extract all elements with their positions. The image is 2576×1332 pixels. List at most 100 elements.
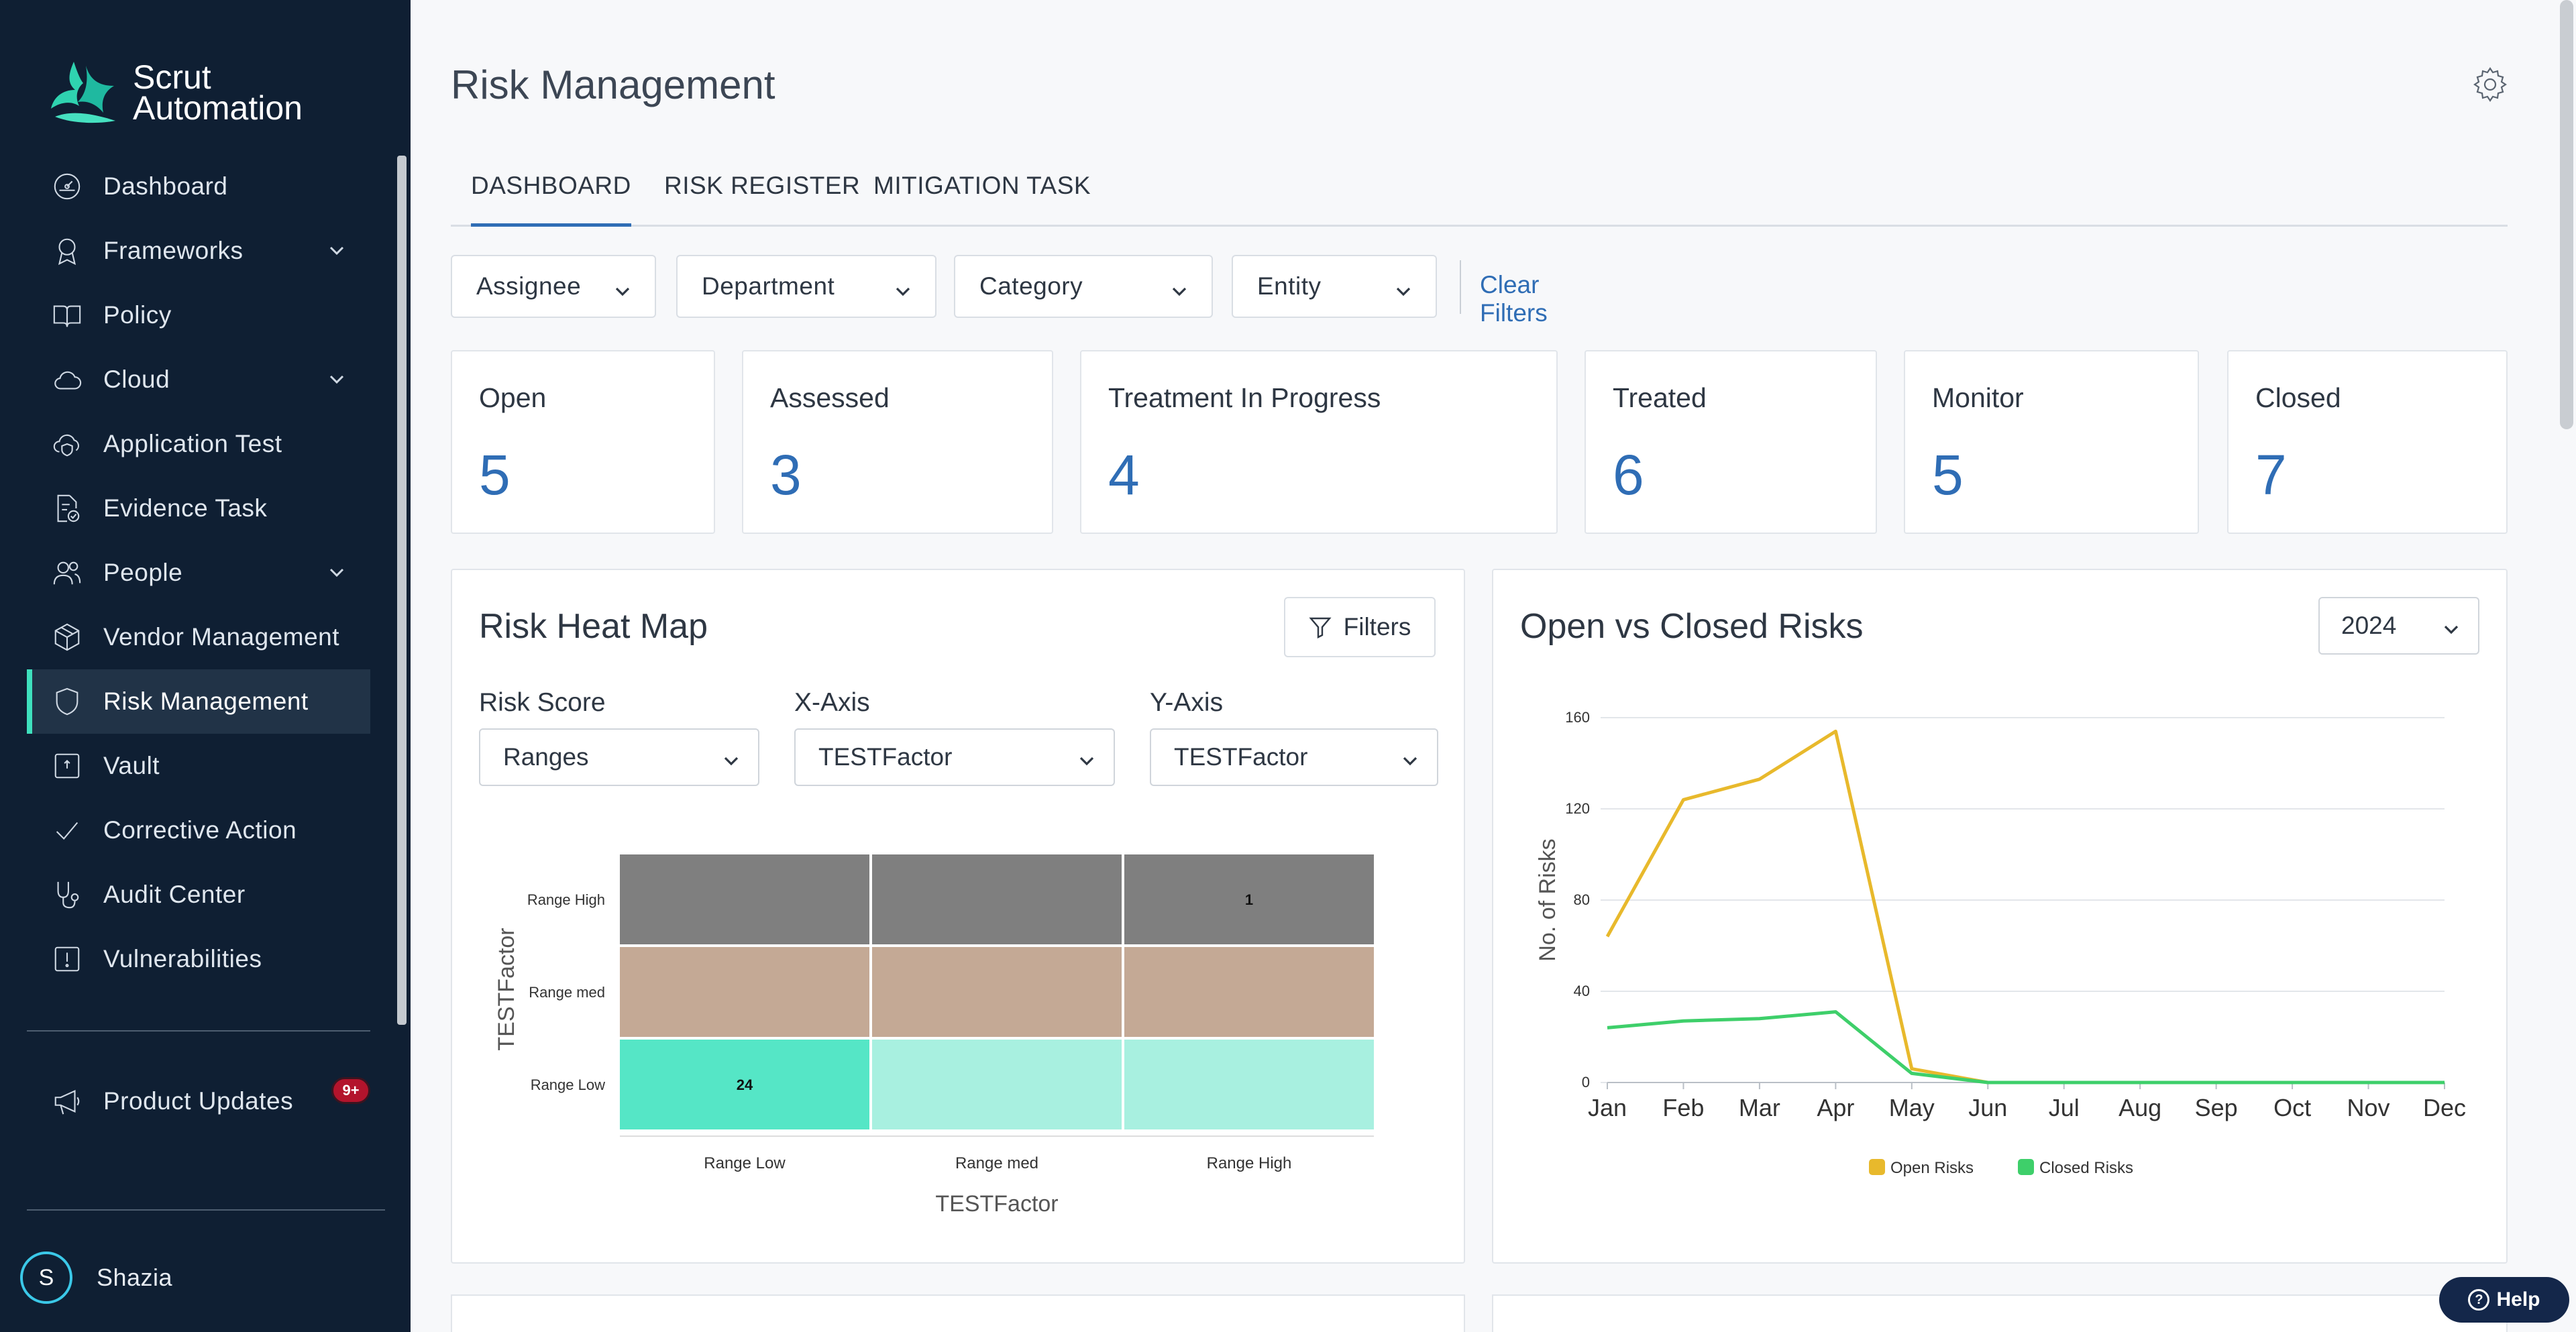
help-button[interactable]: ? Help <box>2439 1277 2569 1323</box>
tab-dashboard[interactable]: DASHBOARD <box>471 172 631 227</box>
user-profile[interactable]: S Shazia <box>20 1252 172 1304</box>
entity-dropdown[interactable]: Entity <box>1232 255 1437 318</box>
stat-value: 5 <box>479 443 511 506</box>
chevron-down-icon <box>894 279 912 298</box>
chevron-down-icon <box>1394 279 1413 298</box>
stethoscope-icon <box>50 877 85 912</box>
category-dropdown[interactable]: Category <box>954 255 1213 318</box>
sidebar-item-dashboard[interactable]: Dashboard <box>27 154 370 219</box>
open-vs-closed-panel: Open vs Closed Risks 2024 0 40 80 120 160 Jan… <box>1492 569 2508 1264</box>
entity-dropdown-label: Entity <box>1257 272 1322 300</box>
chevron-down-icon <box>1401 748 1419 777</box>
clear-filters-link[interactable]: Clear Filters <box>1480 271 1548 327</box>
sidebar-item-label: Risk Management <box>103 687 309 715</box>
heatmap-filters-button[interactable]: Filters <box>1284 597 1436 657</box>
stat-card-closed[interactable]: Closed 7 <box>2227 350 2508 534</box>
sidebar-item-application-test[interactable]: Application Test <box>27 412 370 476</box>
sidebar-item-corrective-action[interactable]: Corrective Action <box>27 798 370 863</box>
filter-divider <box>1460 260 1461 314</box>
page-title: Risk Management <box>451 62 775 107</box>
chevron-down-icon[interactable] <box>327 241 346 260</box>
shield-icon <box>50 684 85 719</box>
y-tick-label: 80 <box>1574 891 1590 908</box>
sidebar-item-label: Application Test <box>103 430 282 457</box>
sidebar-item-label: Evidence Task <box>103 494 268 522</box>
panel-title: Open vs Closed Risks <box>1520 607 1864 646</box>
heat-map-cell <box>1124 1040 1374 1129</box>
stat-label: Open <box>479 382 547 413</box>
brand-logo[interactable]: Scrut Automation <box>48 59 303 126</box>
x-tick-label: Jun <box>1968 1094 2007 1121</box>
heat-map-chart: 1 Range High Range med 24 Range Low Range Low… <box>494 854 1374 1217</box>
main-scrollbar[interactable] <box>2560 0 2573 429</box>
sidebar-item-policy[interactable]: Policy <box>27 283 370 347</box>
stat-value: 5 <box>1932 443 1964 506</box>
x-tick-label: Dec <box>2423 1094 2466 1121</box>
sidebar-item-risk-management[interactable]: Risk Management <box>27 669 370 734</box>
risk-score-select[interactable]: Ranges <box>479 728 759 786</box>
heat-map-cell <box>1124 947 1374 1037</box>
sidebar-item-frameworks[interactable]: Frameworks <box>27 219 370 283</box>
legend-label: Closed Risks <box>2039 1159 2133 1177</box>
stat-card-assessed[interactable]: Assessed 3 <box>742 350 1053 534</box>
stat-card-treated[interactable]: Treated 6 <box>1585 350 1877 534</box>
tab-bar: DASHBOARD RISK REGISTER MITIGATION TASK <box>451 152 2508 227</box>
x-tick-label: Oct <box>2273 1094 2311 1121</box>
chevron-down-icon <box>613 279 632 298</box>
y-axis-select[interactable]: TESTFactor <box>1150 728 1438 786</box>
y-tick-label: Range High <box>527 891 605 908</box>
legend-swatch <box>2018 1159 2034 1175</box>
bottom-panel-left <box>451 1294 1465 1332</box>
stat-card-monitor[interactable]: Monitor 5 <box>1904 350 2199 534</box>
sidebar-item-product-updates[interactable]: Product Updates 9+ <box>27 1069 370 1133</box>
legend-label: Open Risks <box>1890 1159 1974 1177</box>
bottom-panel-right <box>1492 1294 2508 1332</box>
y-tick-label: 160 <box>1565 709 1590 726</box>
sidebar-item-people[interactable]: People <box>27 541 370 605</box>
x-axis-label: X-Axis <box>794 688 870 717</box>
question-icon: ? <box>2468 1289 2490 1311</box>
sidebar-item-audit-center[interactable]: Audit Center <box>27 863 370 927</box>
stat-label: Treatment In Progress <box>1108 382 1381 413</box>
x-axis-select[interactable]: TESTFactor <box>794 728 1115 786</box>
stat-label: Assessed <box>770 382 890 413</box>
tab-risk-register[interactable]: RISK REGISTER <box>664 172 861 199</box>
sidebar-item-evidence-task[interactable]: Evidence Task <box>27 476 370 541</box>
sidebar-item-label: Frameworks <box>103 237 244 264</box>
brand-line-2: Automation <box>133 89 303 127</box>
chevron-down-icon <box>1077 748 1096 777</box>
sidebar-item-vulnerabilities[interactable]: Vulnerabilities <box>27 927 370 991</box>
stat-card-treatment-in-progress[interactable]: Treatment In Progress 4 <box>1080 350 1558 534</box>
x-axis-title: TESTFactor <box>935 1191 1058 1217</box>
notification-badge: 9+ <box>331 1077 370 1104</box>
chevron-down-icon[interactable] <box>327 563 346 582</box>
tab-mitigation-task[interactable]: MITIGATION TASK <box>873 172 1091 199</box>
y-axis-title: No. of Risks <box>1535 838 1560 961</box>
avatar[interactable]: S <box>20 1252 72 1304</box>
year-select[interactable]: 2024 <box>2318 597 2479 655</box>
chevron-down-icon <box>2442 617 2461 645</box>
department-dropdown-label: Department <box>702 272 835 300</box>
stat-card-open[interactable]: Open 5 <box>451 350 715 534</box>
stat-value: 7 <box>2255 443 2287 506</box>
gear-icon[interactable] <box>2471 66 2509 103</box>
sidebar-scrollbar[interactable] <box>397 156 407 1025</box>
filters-button-label: Filters <box>1343 613 1411 641</box>
sidebar-item-cloud[interactable]: Cloud <box>27 347 370 412</box>
x-axis-value: TESTFactor <box>818 743 953 771</box>
heat-map-cell-value: 24 <box>737 1076 753 1093</box>
sidebar-item-vendor-management[interactable]: Vendor Management <box>27 605 370 669</box>
award-icon <box>50 233 85 268</box>
panel-title: Risk Heat Map <box>479 607 708 646</box>
chevron-down-icon <box>1170 279 1189 298</box>
chevron-down-icon[interactable] <box>327 370 346 389</box>
cloud-icon <box>50 362 85 397</box>
department-dropdown[interactable]: Department <box>676 255 936 318</box>
alert-square-icon <box>50 942 85 977</box>
assignee-dropdown-label: Assignee <box>476 272 582 300</box>
sidebar-item-vault[interactable]: Vault <box>27 734 370 798</box>
check-icon <box>50 813 85 848</box>
assignee-dropdown[interactable]: Assignee <box>451 255 656 318</box>
chevron-down-icon <box>722 748 741 777</box>
risk-score-label: Risk Score <box>479 688 606 717</box>
